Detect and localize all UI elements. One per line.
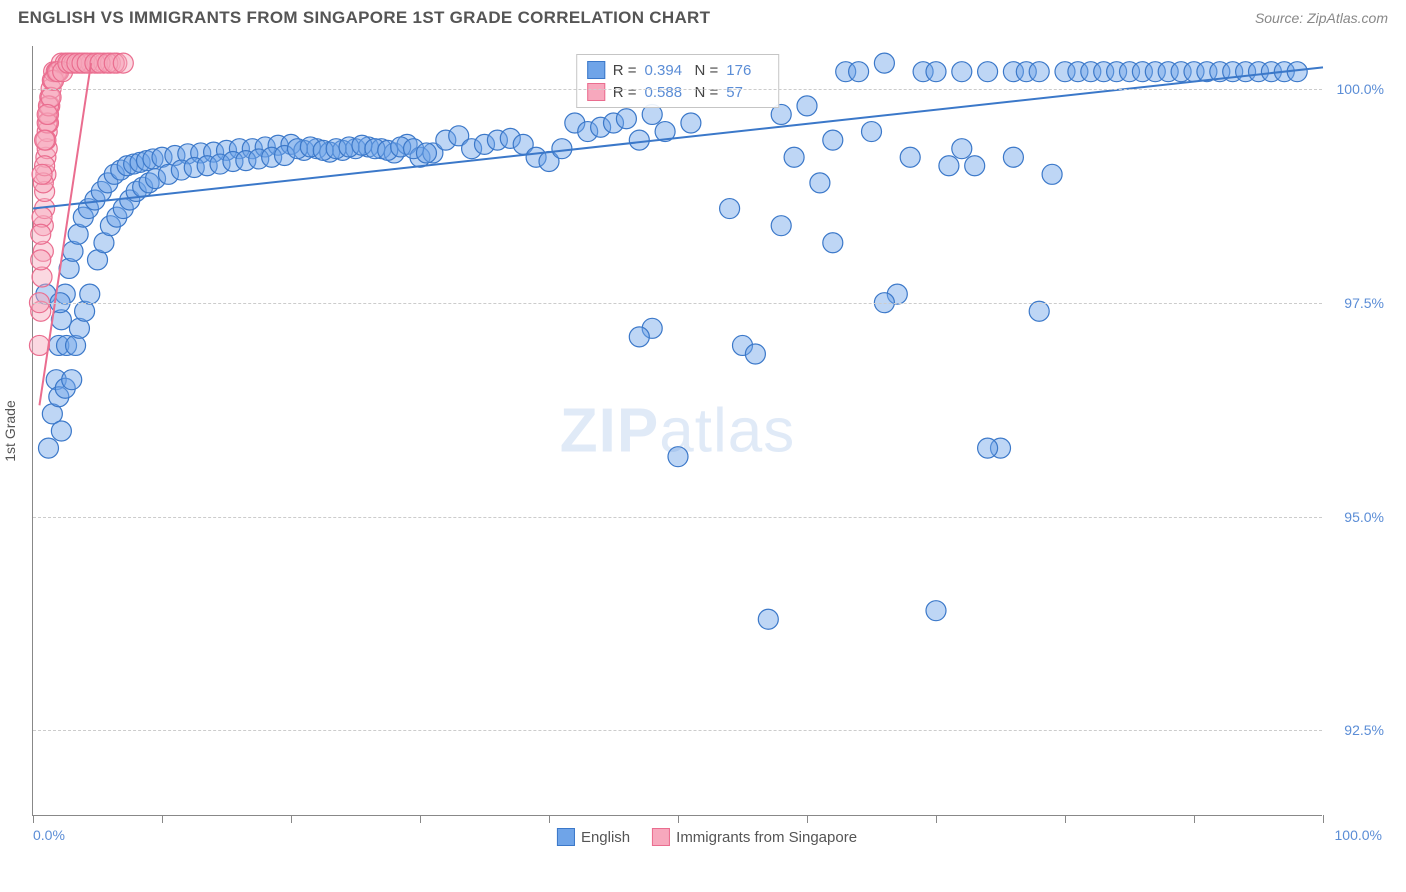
scatter-point: [1029, 62, 1049, 82]
chart-container: 1st Grade ZIPatlas R =0.394N =176R =0.58…: [32, 46, 1382, 816]
gridline: [33, 517, 1322, 518]
scatter-point: [874, 53, 894, 73]
scatter-point: [113, 53, 133, 73]
scatter-point: [1029, 301, 1049, 321]
y-tick-label: 97.5%: [1344, 295, 1384, 311]
stats-legend-box: R = 0.394 N = 176 R = 0.588 N = 57: [576, 54, 780, 108]
r-value: 0.394: [645, 62, 687, 79]
x-tick: [936, 815, 937, 823]
scatter-point: [35, 130, 55, 150]
y-axis-label: 1st Grade: [2, 400, 18, 461]
x-tick: [420, 815, 421, 823]
y-tick-label: 92.5%: [1344, 722, 1384, 738]
scatter-point: [797, 96, 817, 116]
scatter-point: [965, 156, 985, 176]
legend-item: English: [557, 828, 630, 846]
scatter-point: [31, 250, 51, 270]
scatter-point: [823, 130, 843, 150]
stats-row: R = 0.588 N = 57: [587, 81, 769, 103]
plot-area: ZIPatlas R =0.394N =176R =0.588N =57 0.0…: [32, 46, 1322, 816]
scatter-point: [771, 216, 791, 236]
legend-swatch-icon: [652, 828, 670, 846]
scatter-point: [38, 438, 58, 458]
scatter-point: [681, 113, 701, 133]
scatter-point: [62, 370, 82, 390]
r-value: 0.588: [645, 84, 687, 101]
scatter-point: [629, 327, 649, 347]
x-tick: [33, 815, 34, 823]
gridline: [33, 730, 1322, 731]
scatter-point: [629, 130, 649, 150]
x-tick: [678, 815, 679, 823]
scatter-point: [823, 233, 843, 253]
scatter-point: [952, 139, 972, 159]
legend-item: Immigrants from Singapore: [652, 828, 857, 846]
y-tick-label: 95.0%: [1344, 509, 1384, 525]
scatter-point: [80, 284, 100, 304]
n-value: 176: [726, 62, 768, 79]
scatter-point: [51, 421, 71, 441]
scatter-point: [668, 447, 688, 467]
series-swatch-icon: [587, 83, 605, 101]
chart-header: ENGLISH VS IMMIGRANTS FROM SINGAPORE 1ST…: [0, 0, 1406, 32]
chart-title: ENGLISH VS IMMIGRANTS FROM SINGAPORE 1ST…: [18, 8, 710, 28]
scatter-point: [32, 164, 52, 184]
stats-row: R = 0.394 N = 176: [587, 59, 769, 81]
scatter-point: [745, 344, 765, 364]
gridline: [33, 89, 1322, 90]
scatter-point: [616, 109, 636, 129]
x-tick: [291, 815, 292, 823]
scatter-plot-svg: [33, 46, 1322, 815]
n-label: N =: [695, 84, 719, 101]
r-label: R =: [613, 84, 637, 101]
scatter-point: [784, 147, 804, 167]
scatter-point: [939, 156, 959, 176]
y-tick-label: 100.0%: [1337, 81, 1384, 97]
scatter-point: [720, 199, 740, 219]
scatter-point: [1003, 147, 1023, 167]
scatter-point: [1042, 164, 1062, 184]
scatter-point: [758, 609, 778, 629]
scatter-point: [978, 438, 998, 458]
scatter-point: [416, 143, 436, 163]
scatter-point: [952, 62, 972, 82]
x-tick: [807, 815, 808, 823]
legend: English Immigrants from Singapore: [557, 828, 857, 846]
x-tick: [1065, 815, 1066, 823]
scatter-point: [31, 224, 51, 244]
scatter-point: [926, 62, 946, 82]
n-value: 57: [726, 84, 768, 101]
x-tick: [549, 815, 550, 823]
scatter-point: [552, 139, 572, 159]
x-axis-min-label: 0.0%: [33, 827, 65, 843]
scatter-point: [810, 173, 830, 193]
legend-swatch-icon: [557, 828, 575, 846]
scatter-point: [926, 601, 946, 621]
x-axis-max-label: 100.0%: [1335, 827, 1382, 843]
legend-label: Immigrants from Singapore: [676, 829, 857, 846]
x-tick: [1323, 815, 1324, 823]
r-label: R =: [613, 62, 637, 79]
scatter-point: [849, 62, 869, 82]
x-tick: [1194, 815, 1195, 823]
scatter-point: [37, 104, 57, 124]
legend-label: English: [581, 829, 630, 846]
scatter-point: [862, 122, 882, 142]
series-swatch-icon: [587, 61, 605, 79]
chart-source: Source: ZipAtlas.com: [1255, 10, 1388, 26]
scatter-point: [978, 62, 998, 82]
n-label: N =: [695, 62, 719, 79]
scatter-point: [900, 147, 920, 167]
gridline: [33, 303, 1322, 304]
x-tick: [162, 815, 163, 823]
